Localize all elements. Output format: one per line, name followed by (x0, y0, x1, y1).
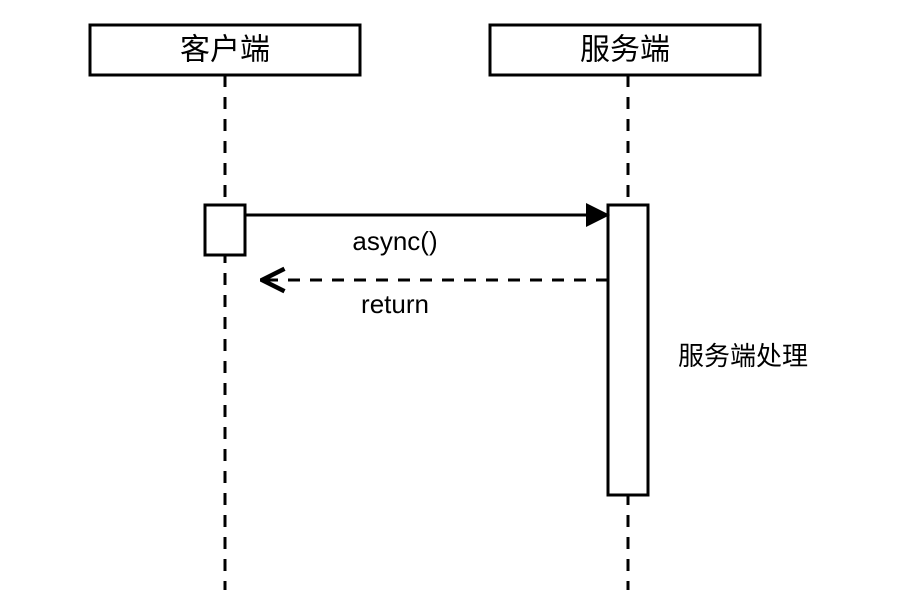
async-call-label: async() (352, 226, 437, 256)
server-label: 服务端 (580, 34, 670, 67)
server-processing: 服务端处理 (678, 341, 808, 371)
return-call-label: return (361, 289, 429, 319)
client-activation (205, 205, 245, 255)
server-activation (608, 205, 648, 495)
sequence-diagram: 客户端 服务端 async() return 服务端处理 (0, 0, 920, 590)
client-label: 客户端 (180, 34, 270, 67)
